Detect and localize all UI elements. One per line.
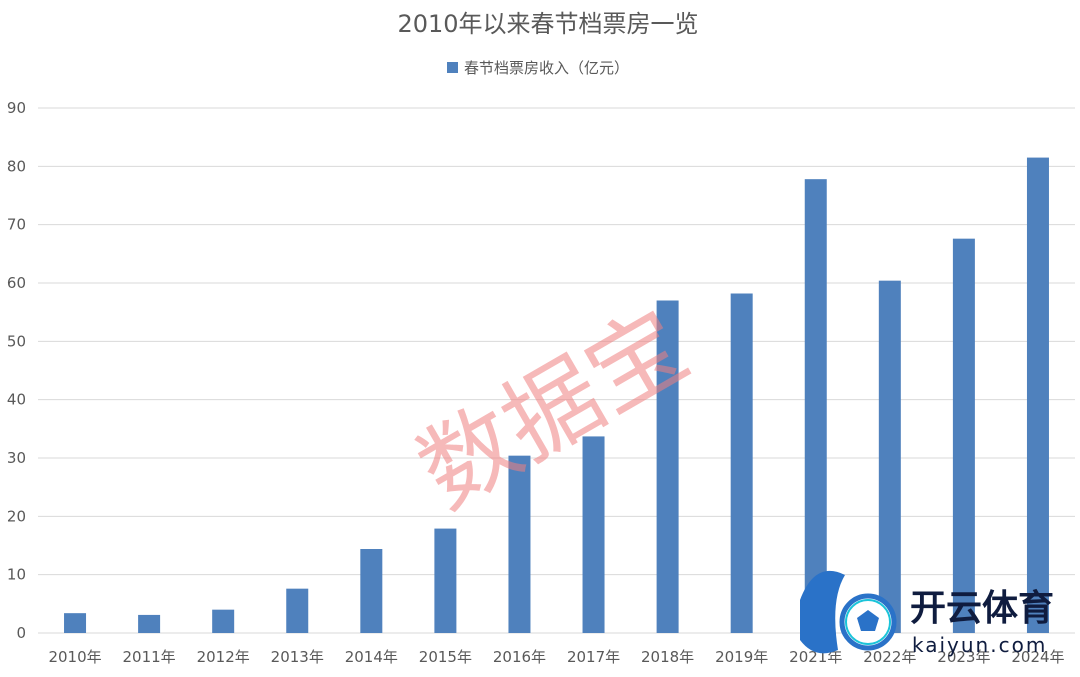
y-tick-label: 40	[7, 391, 26, 409]
y-tick-label: 90	[7, 99, 26, 117]
y-tick-label: 80	[7, 157, 26, 175]
y-tick-label: 20	[7, 507, 26, 525]
legend-label: 春节档票房收入（亿元）	[464, 59, 629, 77]
bar	[952, 238, 975, 633]
bar	[1026, 157, 1049, 634]
bar	[286, 588, 309, 633]
bar	[360, 549, 383, 633]
y-tick-label: 0	[16, 624, 26, 642]
logo-url: kaiyun.com	[912, 633, 1047, 657]
y-tick-label: 50	[7, 332, 26, 350]
chart-title: 2010年以来春节档票房一览	[397, 10, 698, 38]
bar	[878, 280, 901, 633]
legend-swatch	[447, 62, 458, 73]
bar	[64, 613, 87, 633]
y-tick-label: 30	[7, 449, 26, 467]
y-axis-ticks: 0 10 20 30 40 50 60 70 80 90	[7, 99, 26, 642]
bars	[64, 157, 1049, 634]
x-tick-label: 2016年	[493, 648, 546, 666]
bar	[212, 609, 235, 633]
x-tick-label: 2011年	[123, 648, 176, 666]
logo-name: 开云体育	[910, 588, 1054, 629]
y-tick-label: 70	[7, 216, 26, 234]
y-tick-label: 10	[7, 566, 26, 584]
bar	[804, 179, 827, 633]
bar	[434, 528, 457, 633]
legend: 春节档票房收入（亿元）	[447, 59, 629, 77]
y-tick-label: 60	[7, 274, 26, 292]
x-tick-label: 2022年	[863, 648, 916, 666]
x-axis-ticks: 2010年 2011年 2012年 2013年 2014年 2015年 2016年 2017年…	[48, 648, 1064, 666]
x-tick-label: 2012年	[197, 648, 250, 666]
x-tick-label: 2010年	[48, 648, 101, 666]
x-tick-label: 2019年	[715, 648, 768, 666]
x-tick-label: 2024年	[1011, 648, 1064, 666]
bar	[138, 614, 161, 633]
x-tick-label: 2017年	[567, 648, 620, 666]
x-tick-label: 2015年	[419, 648, 472, 666]
x-tick-label: 2018年	[641, 648, 694, 666]
bar	[508, 455, 531, 633]
kaiyun-logo: 开云体育 kaiyun.com	[800, 570, 1054, 657]
soccer-ball-icon	[800, 570, 897, 654]
bar	[730, 293, 753, 633]
bar	[582, 436, 605, 633]
x-tick-label: 2013年	[271, 648, 324, 666]
bar	[656, 300, 679, 633]
gridlines	[38, 107, 1075, 634]
x-tick-label: 2014年	[345, 648, 398, 666]
x-tick-label: 2023年	[937, 648, 990, 666]
